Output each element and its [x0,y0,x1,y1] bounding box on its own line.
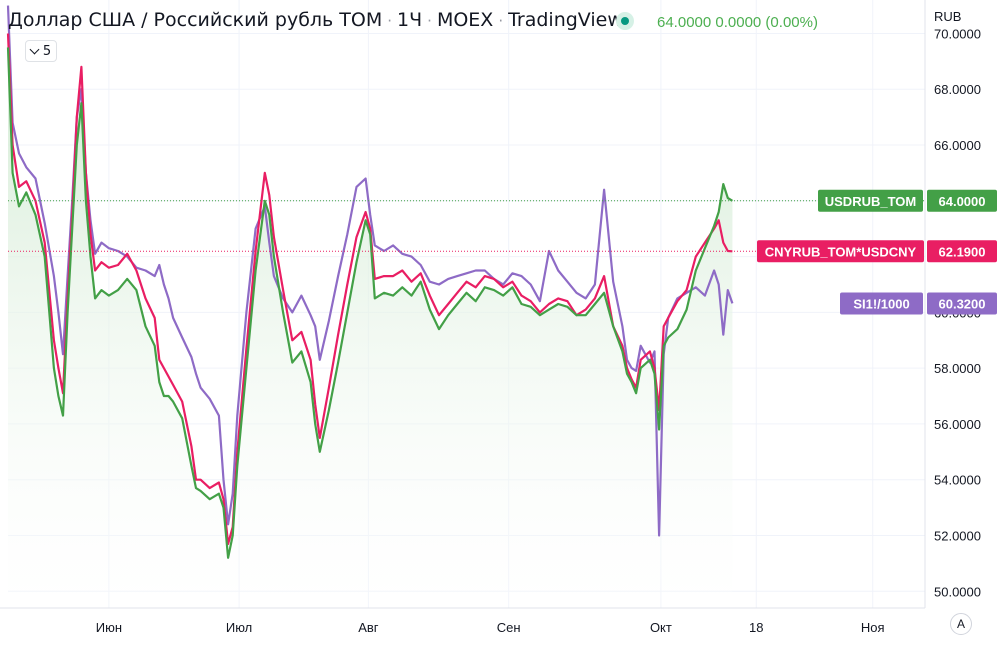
y-tick-label: 52.0000 [934,528,981,543]
title-separator: · [427,12,432,30]
symbol-name[interactable]: Доллар США / Российский рубль TOM [8,9,383,31]
x-tick-label: Июн [96,620,122,635]
series-label-usdrub-tom[interactable]: USDRUB_TOM 64.0000 [818,189,997,212]
series-value-box [927,240,997,263]
auto-scale-button[interactable]: A [950,613,972,635]
series-name-text: CNYRUB_TOM*USDCNY [765,244,917,259]
series-line-si1-1000 [6,5,734,537]
x-tick-label: 18 [749,620,763,635]
currency-label: RUB [934,9,961,24]
chevron-down-icon [29,44,40,55]
series-value-box [927,292,997,315]
series-name-box [818,189,923,212]
y-tick-label: 54.0000 [934,473,981,488]
series-price-labels: USDRUB_TOM 64.0000 CNYRUB_TOM*USDCNY 62.190… [757,189,997,315]
series-value-text: 64.0000 [939,194,986,209]
y-tick-label: 66.0000 [934,138,981,153]
x-tick-label: Авг [358,620,379,635]
x-tick-label: Ноя [861,620,885,635]
series-lines [6,5,734,559]
source-label: TradingView [508,9,623,31]
indicators-count: 5 [42,43,52,59]
series-line-cnyrub-tom-usdcny [6,33,733,546]
series-value-text: 60.3200 [939,296,986,311]
y-tick-label: 56.0000 [934,417,981,432]
chart-header: Доллар США / Российский рубль TOM · 1Ч · MOE… [0,0,920,44]
area-fill [8,47,733,609]
title-separator: · [498,12,504,30]
series-label-cnyrub-tom-usdcny[interactable]: CNYRUB_TOM*USDCNY 62.1900 [757,240,997,263]
symbol-title[interactable]: Доллар США / Российский рубль TOM · 1Ч · MOE… [8,9,623,31]
series-name-text: SI1!/1000 [853,296,909,311]
y-tick-label: 58.0000 [934,361,981,376]
y-tick-label: 50.0000 [934,584,981,599]
series-name-box [757,240,924,263]
series-label-si1-1000[interactable]: SI1!/1000 60.3200 [840,292,997,315]
series-name-box [840,292,923,315]
x-axis[interactable]: Июн Июл Авг Сен Окт 18 Ноя [96,620,885,635]
indicators-collapse-button[interactable]: 5 [25,40,57,62]
series-line-usdrub-tom [6,47,733,559]
series-value-text: 62.1900 [939,244,986,259]
series-name-text: USDRUB_TOM [825,194,917,209]
interval-label[interactable]: 1Ч [397,9,423,31]
last-price-readout: 64.0000 0.0000 (0.00%) [657,14,818,31]
exchange-label: MOEX [436,9,494,31]
series-value-box [927,189,997,212]
x-tick-label: Сен [497,620,521,635]
y-tick-label: 68.0000 [934,82,981,97]
x-tick-label: Окт [650,620,672,635]
title-separator: · [387,12,393,30]
y-tick-label: 70.0000 [934,26,981,41]
x-tick-label: Июл [226,620,252,635]
usdrub-area [8,47,733,609]
market-open-indicator-icon[interactable] [616,12,634,30]
